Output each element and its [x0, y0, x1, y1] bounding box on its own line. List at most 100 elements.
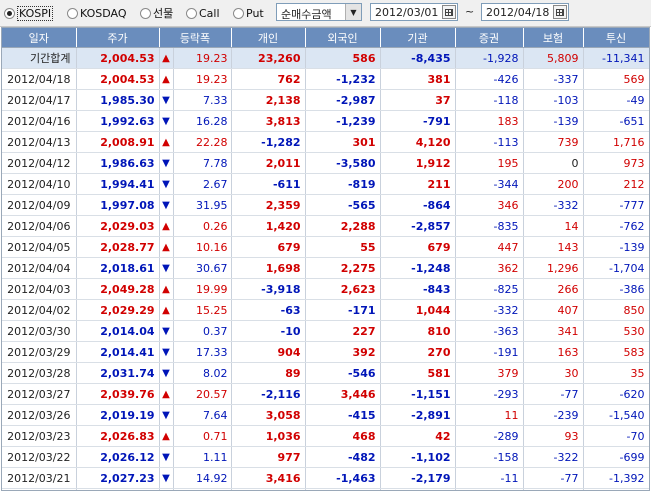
table-row[interactable]: 2012/04/09 1,997.08 ▼ 31.95 2,359 -565 -864 346… — [2, 194, 649, 216]
col-header-change[interactable]: 등락폭 — [159, 28, 232, 48]
cell-insurance: -332 — [523, 194, 584, 216]
col-header-investment-trust[interactable]: 투신 — [583, 28, 649, 48]
cell-insurance: -77 — [523, 467, 584, 489]
cell-institution: -1,151 — [380, 383, 456, 405]
calendar-icon[interactable] — [442, 5, 456, 19]
cell-foreign: 3,446 — [305, 383, 381, 405]
cell-date: 2012/04/02 — [2, 299, 77, 321]
end-date-field[interactable]: 2012/04/18 — [481, 3, 569, 21]
start-date-field[interactable]: 2012/03/01 — [370, 3, 458, 21]
cell-investment-trust: 35 — [583, 362, 649, 384]
cell-individual: 762 — [231, 68, 306, 90]
cell-individual: 1,420 — [231, 215, 306, 237]
cell-individual: 1,036 — [231, 425, 306, 447]
col-header-insurance[interactable]: 보험 — [523, 28, 584, 48]
radio-button[interactable] — [140, 7, 151, 19]
cell-institution: -1,102 — [380, 446, 456, 468]
cell-investment-trust: 530 — [583, 320, 649, 342]
table-row[interactable]: 2012/03/22 2,026.12 ▼ 1.11 977 -482 -1,102 -158… — [2, 446, 649, 468]
cell-insurance: 266 — [523, 278, 584, 300]
cell-price: 2,039.76 — [76, 383, 160, 405]
table-row[interactable]: 2012/04/13 2,008.91 ▲ 22.28 -1,282 301 4,120 -1… — [2, 131, 649, 153]
cell-insurance: 30 — [523, 362, 584, 384]
cell-securities: -113 — [455, 131, 524, 153]
cell-date: 2012/04/17 — [2, 89, 77, 111]
table-row[interactable]: 2012/03/21 2,027.23 ▼ 14.92 3,416 -1,463 -2,17… — [2, 467, 649, 489]
table-total-row[interactable]: 기간합계 2,004.53 ▲ 19.23 23,260 586 -8,435 -1,928 5… — [2, 47, 649, 69]
cell-insurance: 200 — [523, 173, 584, 195]
cell-change: 22.28 — [173, 131, 232, 153]
cell-securities: 362 — [455, 257, 524, 279]
cell-individual: 679 — [231, 236, 306, 258]
radio-futures[interactable]: 선물 — [140, 4, 173, 22]
cell-change: 19.99 — [173, 278, 232, 300]
cell-price: 2,008.91 — [76, 131, 160, 153]
col-header-individual[interactable]: 개인 — [231, 28, 306, 48]
radio-button[interactable] — [4, 7, 15, 19]
col-header-securities[interactable]: 증권 — [455, 28, 524, 48]
triangle-up-icon: ▲ — [159, 236, 174, 258]
cell-individual: -1,282 — [231, 131, 306, 153]
table-row[interactable]: 2012/04/03 2,049.28 ▲ 19.99 -3,918 2,623 -843-… — [2, 278, 649, 300]
mode-select[interactable]: 순매수금액 ▼ — [276, 3, 362, 21]
radio-call[interactable]: Call — [186, 4, 220, 22]
table-row[interactable]: 2012/04/04 2,018.61 ▼ 30.67 1,698 2,275 -1,248… — [2, 257, 649, 279]
table-row[interactable]: 2012/04/05 2,028.77 ▲ 10.16 679 55 679 447 143 -1… — [2, 236, 649, 258]
table-row[interactable]: 2012/04/02 2,029.29 ▲ 15.25 -63 -171 1,044 -332… — [2, 299, 649, 321]
cell-change: 7.33 — [173, 89, 232, 111]
chevron-down-icon[interactable]: ▼ — [345, 4, 361, 20]
table-row[interactable]: 2012/03/30 2,014.04 ▼ 0.37 -10 227 810 -363 341 5… — [2, 320, 649, 342]
col-header-foreign[interactable]: 외국인 — [305, 28, 381, 48]
cell-change: 1.11 — [173, 446, 232, 468]
radio-kospi[interactable]: KOSPI — [4, 4, 54, 22]
radio-button[interactable] — [233, 7, 244, 19]
triangle-down-icon: ▼ — [159, 194, 174, 216]
col-header-institution[interactable]: 기관 — [380, 28, 456, 48]
cell-insurance: 0 — [523, 152, 584, 174]
cell-price: 2,031.74 — [76, 362, 160, 384]
investor-trading-grid[interactable]: 일자 주가 등락폭 개인 외국인 기관 증권 보험 투신 기간합계 2,004.5… — [1, 27, 650, 491]
cell-individual: -10 — [231, 320, 306, 342]
calendar-icon[interactable] — [553, 5, 567, 19]
table-row[interactable]: 2012/04/16 1,992.63 ▼ 16.28 3,813 -1,239 -791 1… — [2, 110, 649, 132]
radio-kosdaq[interactable]: KOSDAQ — [67, 4, 127, 22]
table-row[interactable]: 2012/03/27 2,039.76 ▲ 20.57 -2,116 3,446 -1,15… — [2, 383, 649, 405]
cell-date: 2012/03/30 — [2, 320, 77, 342]
cell-change: 14.92 — [173, 467, 232, 489]
radio-put[interactable]: Put — [233, 4, 264, 22]
cell-date: 2012/03/23 — [2, 425, 77, 447]
table-row[interactable]: 2012/04/12 1,986.63 ▼ 7.78 2,011 -3,580 1,912 1… — [2, 152, 649, 174]
table-row[interactable]: 2012/04/06 2,029.03 ▲ 0.26 1,420 2,288 -2,857-… — [2, 215, 649, 237]
radio-button[interactable] — [186, 7, 197, 19]
radio-button[interactable] — [67, 7, 78, 19]
table-row[interactable]: 2012/03/23 2,026.83 ▲ 0.71 1,036 468 42 -289 93-… — [2, 425, 649, 447]
triangle-up-icon: ▲ — [159, 299, 174, 321]
cell-securities: -191 — [455, 341, 524, 363]
date-range-separator: ~ — [465, 5, 475, 18]
triangle-up-icon: ▲ — [159, 215, 174, 237]
toolbar: KOSPI KOSDAQ 선물 Call Put 순매수금액 ▼ 2012/03… — [0, 0, 651, 27]
cell-date: 2012/04/04 — [2, 257, 77, 279]
cell-securities: -52 — [455, 488, 524, 490]
triangle-up-icon: ▲ — [159, 383, 174, 405]
col-header-price[interactable]: 주가 — [76, 28, 160, 48]
table-row[interactable]: 2012/04/18 2,004.53 ▲ 19.23 762 -1,232 381 -426… — [2, 68, 649, 90]
cell-insurance: -337 — [523, 68, 584, 90]
cell-foreign: -819 — [305, 173, 381, 195]
table-row[interactable]: 2012/03/26 2,019.19 ▼ 7.64 3,058 -415 -2,891 11… — [2, 404, 649, 426]
table-row[interactable]: 2012/03/28 2,031.74 ▼ 8.02 89 -546 581 379 30 35 — [2, 362, 649, 384]
triangle-down-icon: ▼ — [159, 467, 174, 489]
col-header-date[interactable]: 일자 — [2, 28, 77, 48]
cell-foreign: -1,463 — [305, 467, 381, 489]
table-row[interactable]: 2012/03/29 2,014.41 ▼ 17.33 904 392 270 -191 163… — [2, 341, 649, 363]
cell-change: 30.67 — [173, 257, 232, 279]
radio-label: KOSDAQ — [80, 6, 127, 20]
table-row[interactable]: 2012/04/10 1,994.41 ▼ 2.67 -611 -819 211 -344 20… — [2, 173, 649, 195]
cell-price: 2,029.29 — [76, 299, 160, 321]
cell-foreign: 55 — [305, 236, 381, 258]
cell-securities: -363 — [455, 320, 524, 342]
table-row[interactable]: 2012/04/17 1,985.30 ▼ 7.33 2,138 -2,987 37 -118… — [2, 89, 649, 111]
table-row[interactable]: 2012/03/202,042.15▼4.851,764117-334-5227… — [2, 488, 649, 490]
cell-insurance: -77 — [523, 383, 584, 405]
cell-date: 2012/04/12 — [2, 152, 77, 174]
